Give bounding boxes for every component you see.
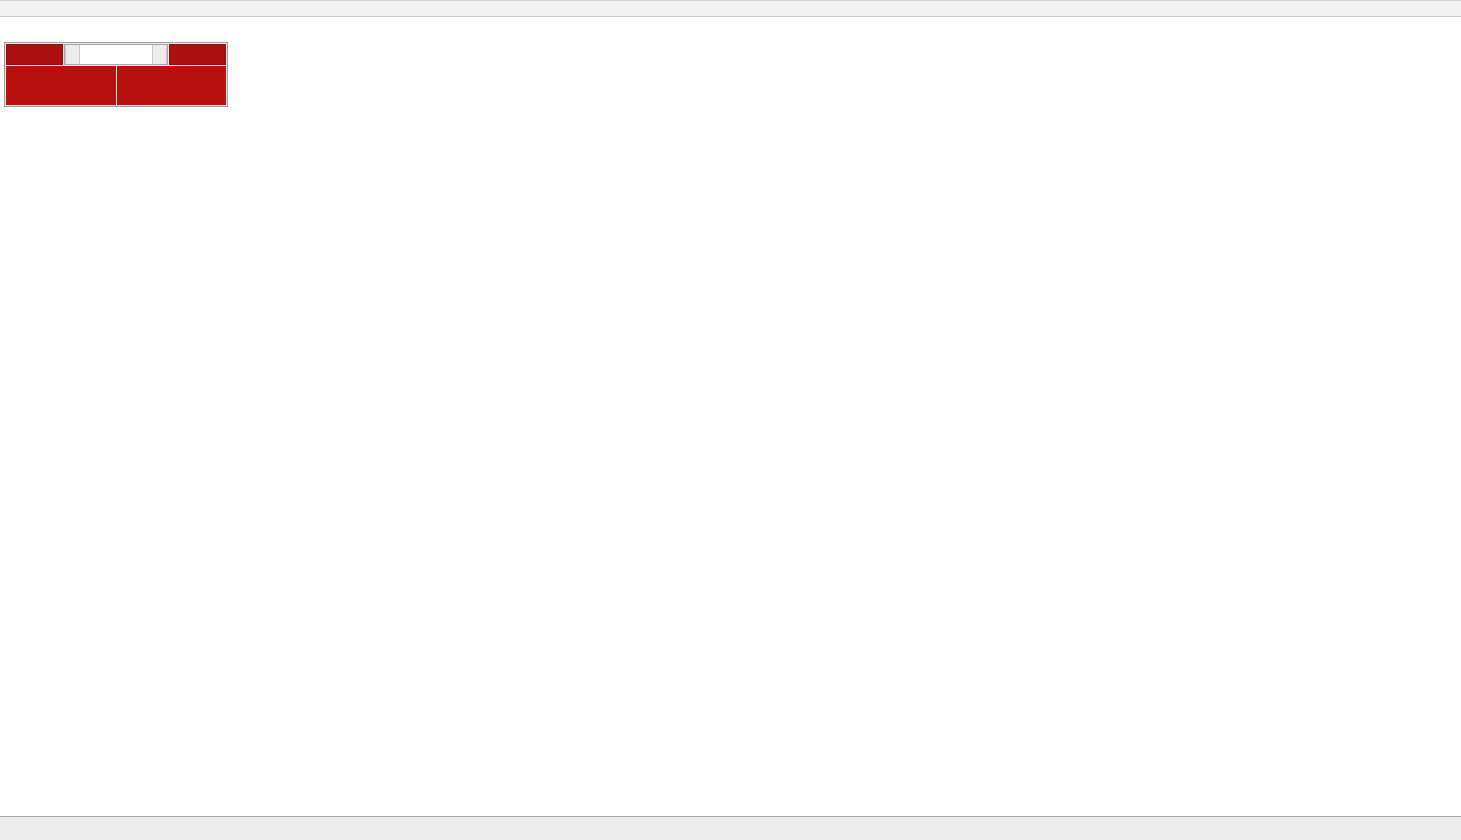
timeframe-toolbar [0,1,1461,17]
volume-decrease-button[interactable] [65,45,80,64]
trade-panel-controls [6,44,226,65]
buy-price-display[interactable] [116,66,226,105]
volume-input[interactable] [80,45,152,64]
symbol-tabbar [0,816,1461,840]
volume-increase-button[interactable] [152,45,167,64]
one-click-trade-panel [4,42,228,107]
rsi-indicator-panel [0,663,1461,797]
trade-panel-prices [6,66,226,105]
sell-price-display[interactable] [6,66,116,105]
date-axis [0,797,1461,817]
buy-button[interactable] [169,44,226,65]
macd-indicator-panel [0,561,1461,663]
sell-button[interactable] [6,44,63,65]
volume-stepper [64,44,168,65]
